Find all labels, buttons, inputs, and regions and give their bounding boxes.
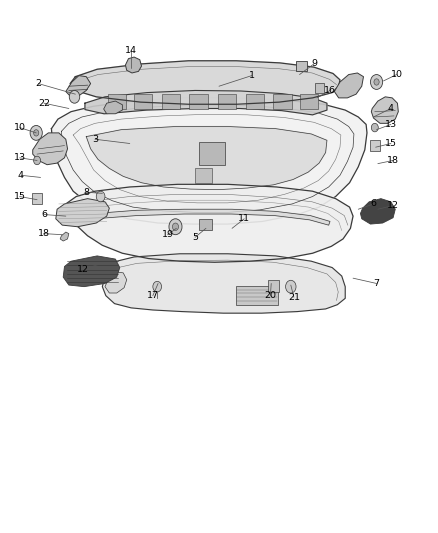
Text: 2: 2 [35,79,41,88]
Text: 10: 10 [391,70,403,79]
Text: 18: 18 [387,156,399,165]
Circle shape [169,219,182,235]
Text: 14: 14 [125,46,137,55]
Polygon shape [371,97,398,123]
Circle shape [286,280,296,293]
Circle shape [371,75,383,90]
Circle shape [96,191,105,202]
Text: 1: 1 [249,71,254,80]
Text: 12: 12 [387,201,399,210]
Polygon shape [78,209,330,225]
Bar [218,94,237,109]
Text: 15: 15 [14,192,26,201]
Text: 4: 4 [18,171,24,180]
Text: 22: 22 [38,99,50,108]
Text: 11: 11 [238,214,250,223]
Polygon shape [360,199,395,224]
Text: 6: 6 [41,210,47,219]
Text: 13: 13 [385,120,397,129]
Polygon shape [66,184,353,262]
Circle shape [30,125,42,140]
Text: 16: 16 [324,86,336,95]
Bar [189,94,208,109]
Bar [194,168,212,183]
Bar [237,286,278,305]
Bar [370,140,380,151]
Polygon shape [102,254,345,313]
Text: 19: 19 [162,230,173,239]
Polygon shape [104,101,122,114]
Polygon shape [86,126,327,190]
Bar [297,61,307,71]
Text: 12: 12 [77,265,89,273]
Bar [134,94,152,109]
Text: 17: 17 [147,291,159,300]
Text: 15: 15 [385,139,397,148]
Bar [162,94,180,109]
Polygon shape [66,76,91,98]
Polygon shape [51,98,367,224]
Polygon shape [70,61,340,104]
Text: 21: 21 [288,293,300,302]
Bar [32,193,42,204]
Text: 4: 4 [388,104,394,113]
Bar [199,219,212,230]
Polygon shape [33,133,67,165]
Bar [199,142,225,165]
Circle shape [173,223,179,230]
Bar [268,280,279,292]
Bar [108,94,126,109]
Circle shape [374,79,379,85]
Circle shape [34,130,39,136]
Polygon shape [334,73,364,98]
Text: 18: 18 [38,229,50,238]
Polygon shape [85,91,327,115]
Polygon shape [56,199,110,227]
Polygon shape [63,256,120,287]
Polygon shape [125,57,141,73]
Text: 13: 13 [14,154,26,163]
Bar [246,94,264,109]
Circle shape [371,123,378,132]
Text: 8: 8 [83,188,89,197]
Text: 7: 7 [374,279,380,288]
Text: 10: 10 [14,123,26,132]
Text: 9: 9 [311,60,317,68]
Circle shape [153,281,162,292]
Circle shape [69,91,80,103]
Bar [315,83,324,93]
Bar [273,94,292,109]
Bar [300,94,318,109]
Text: 20: 20 [265,291,276,300]
Polygon shape [60,232,69,241]
Circle shape [34,156,41,165]
Polygon shape [105,272,127,293]
Text: 6: 6 [371,199,377,208]
Text: 5: 5 [192,233,198,242]
Text: 3: 3 [92,135,98,144]
